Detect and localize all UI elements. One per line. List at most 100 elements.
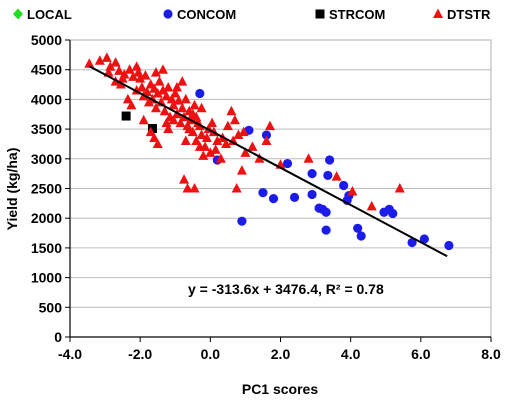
y-tick-label: 1500 — [31, 240, 62, 256]
y-tick-label: 5000 — [31, 32, 62, 48]
dtstr-point — [180, 135, 191, 145]
x-tick-label: 6.0 — [411, 346, 431, 362]
concom-point — [325, 155, 335, 165]
dtstr-point — [184, 123, 195, 134]
y-tick-label: 0 — [54, 329, 62, 345]
dtstr-point — [161, 117, 172, 128]
dtstr-point — [177, 102, 188, 113]
dtstr-point — [140, 70, 151, 80]
concom-point — [353, 223, 363, 233]
y-tick-label: 3500 — [31, 121, 62, 137]
dtstr-point — [394, 183, 405, 193]
concom-point — [258, 188, 268, 198]
trendline-group — [88, 65, 448, 258]
dtstr-point — [154, 76, 165, 86]
dtstr-point — [347, 185, 358, 196]
dtstr-point — [126, 99, 137, 110]
dtstr-point — [131, 61, 142, 71]
dtstr-point — [331, 171, 342, 181]
dtstr-point — [231, 183, 242, 193]
legend-label-local: LOCAL — [27, 7, 72, 22]
dtstr-point — [84, 58, 95, 68]
dtstr-point — [105, 61, 116, 71]
dtstr-point — [177, 76, 188, 86]
concom-point — [388, 208, 398, 219]
dtstr-point — [101, 52, 112, 62]
dtstr-point — [261, 135, 272, 145]
dtstr-point — [212, 135, 223, 145]
dtstr-point — [110, 57, 121, 67]
dtstr-point — [173, 95, 184, 105]
dtstr-point — [366, 200, 377, 211]
concom-point — [321, 207, 331, 217]
dtstr-point — [264, 120, 275, 131]
dtstr-point — [196, 102, 207, 113]
dtstr-point — [233, 129, 244, 140]
dtstr-point — [191, 135, 202, 145]
dtstr-point — [210, 144, 221, 154]
dtstr-point — [240, 147, 251, 157]
x-tick-label: -2.0 — [128, 346, 152, 362]
concom-point — [323, 170, 333, 181]
dtstr-point — [119, 68, 130, 79]
concom-point — [307, 189, 317, 200]
y-tick-label: 3000 — [31, 151, 62, 167]
dtstr-point — [166, 93, 177, 104]
dtstr-point — [152, 87, 163, 98]
dtstr-point — [138, 114, 149, 125]
concom-point — [282, 158, 293, 169]
dtstr-point — [189, 99, 200, 110]
legend: LOCAL CONCOM STRCOM DTSTR — [13, 7, 491, 22]
dtstr-point — [168, 99, 179, 110]
concom-point — [268, 193, 279, 204]
dtstr-point — [135, 73, 146, 83]
dtstr-point — [189, 183, 200, 193]
legend-label-concom: CONCOM — [177, 7, 236, 22]
dtstr-point — [168, 114, 179, 125]
dtstr-point — [114, 65, 125, 75]
dtstr-point — [198, 150, 209, 160]
tick-labels: 0 500 1000 1500 2000 2500 3000 3500 4000 4500 5000… — [31, 32, 501, 362]
dtstr-point — [180, 93, 191, 104]
concom-point — [321, 225, 331, 235]
y-axis-label: Yield (kg/ha) — [4, 148, 20, 231]
dtstr-point — [124, 64, 135, 74]
dtstr-point — [226, 105, 237, 116]
dtstr-point — [179, 174, 190, 184]
dtstr-point — [236, 165, 247, 175]
concom-point — [444, 240, 454, 251]
data-points — [84, 52, 454, 251]
dtstr-point — [247, 141, 258, 151]
dtstr-point — [128, 71, 139, 81]
dtstr-point — [150, 67, 161, 77]
legend-label-dtstr: DTSTR — [447, 7, 491, 22]
dtstr-point — [207, 117, 218, 128]
concom-point — [356, 231, 366, 241]
dtstr-point — [205, 147, 216, 157]
dtstr-point — [133, 67, 144, 77]
dtstr-point — [149, 132, 160, 143]
dtstr-point — [145, 126, 156, 137]
dtstr-point — [152, 138, 163, 148]
dtstr-point — [163, 82, 174, 92]
dtstr-point — [201, 132, 212, 143]
plot-area — [65, 39, 492, 342]
dtstr-point — [163, 123, 174, 134]
dtstr-point — [182, 183, 193, 193]
dtstr-point — [222, 120, 233, 131]
dtstr-point — [200, 141, 211, 151]
dtstr-point — [122, 93, 133, 104]
dtstr-point — [215, 153, 226, 163]
trendline — [88, 65, 448, 258]
concom-point — [261, 130, 272, 140]
dtstr-point — [94, 55, 105, 65]
dtstr-point — [159, 105, 170, 116]
dtstr-point — [229, 114, 240, 125]
dtstr-point — [254, 153, 265, 163]
y-tick-label: 500 — [39, 299, 63, 315]
dtstr-point — [142, 86, 153, 97]
dtstr-point — [238, 126, 249, 137]
y-tick-label: 4000 — [31, 91, 62, 107]
y-tick-label: 1000 — [31, 270, 62, 286]
